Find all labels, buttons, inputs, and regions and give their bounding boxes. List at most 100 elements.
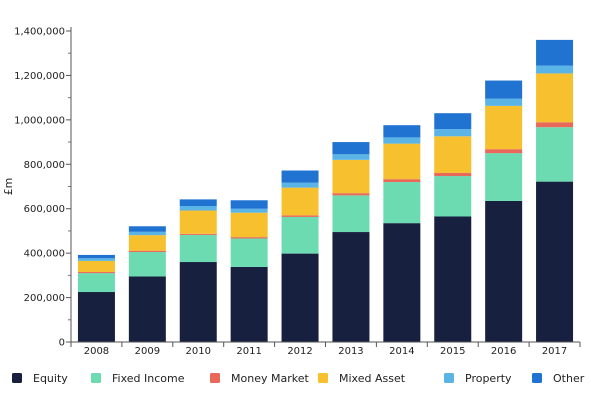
y-axis: 0 200,000 400,000 600,000 800,000 1,000,000 1,… [14, 27, 72, 349]
bar-segment-property[interactable] [281, 182, 319, 188]
legend-label: Mixed Asset [339, 372, 406, 385]
bar-segment-mixed-asset[interactable] [536, 73, 574, 123]
bar-segment-property[interactable] [77, 258, 115, 261]
bar-segment-mixed-asset[interactable] [128, 235, 166, 251]
bar-segment-fixed-income[interactable] [179, 234, 217, 263]
bar-segment-fixed-income[interactable] [485, 153, 523, 201]
bar-segment-fixed-income[interactable] [128, 252, 166, 277]
x-tick-label: 2011 [236, 346, 261, 357]
bar-segment-money-market[interactable] [230, 237, 268, 239]
bar-segment-other[interactable] [230, 200, 268, 209]
legend-item-money-market[interactable]: Money Market [210, 372, 309, 385]
bar-segment-property[interactable] [332, 154, 370, 160]
bar-segment-money-market[interactable] [128, 250, 166, 253]
x-tick-label: 2012 [287, 346, 312, 357]
legend-label: Property [465, 372, 512, 385]
bar-segment-property[interactable] [434, 129, 472, 137]
x-tick-label: 2015 [440, 346, 465, 357]
bar-segment-money-market[interactable] [179, 233, 217, 235]
bar-segment-fixed-income[interactable] [77, 273, 115, 293]
bar-segment-fixed-income[interactable] [281, 216, 319, 254]
bar-segment-money-market[interactable] [383, 179, 421, 183]
legend-swatch [91, 373, 101, 383]
bar-segment-equity[interactable] [128, 276, 166, 342]
bar-segment-other[interactable] [128, 226, 166, 232]
legend-item-fixed-income[interactable]: Fixed Income [91, 372, 185, 385]
bar-segment-mixed-asset[interactable] [179, 210, 217, 234]
y-tick-label: 1,000,000 [14, 115, 65, 126]
bar-segment-equity[interactable] [383, 223, 421, 342]
legend-swatch [532, 373, 542, 383]
bar-segment-mixed-asset[interactable] [77, 260, 115, 273]
y-tick-label: 0 [59, 338, 65, 349]
bar-segment-property[interactable] [128, 231, 166, 236]
legend-label: Equity [33, 372, 68, 385]
legend-swatch [210, 373, 220, 383]
legend-label: Fixed Income [112, 372, 185, 385]
bar-segment-money-market[interactable] [332, 193, 370, 196]
y-tick-label: 600,000 [24, 204, 65, 215]
bar-segment-money-market[interactable] [281, 215, 319, 217]
y-tick-label: 200,000 [24, 293, 65, 304]
bar-segment-property[interactable] [485, 98, 523, 106]
bar-segment-other[interactable] [536, 39, 574, 66]
legend-item-equity[interactable]: Equity [12, 372, 68, 385]
bar-segment-fixed-income[interactable] [230, 238, 268, 267]
bar-segment-mixed-asset[interactable] [230, 212, 268, 238]
bar-segment-mixed-asset[interactable] [434, 136, 472, 173]
bar-segment-other[interactable] [332, 142, 370, 155]
legend-swatch [318, 373, 328, 383]
x-tick-label: 2016 [491, 346, 516, 357]
bar-segment-fixed-income[interactable] [332, 195, 370, 233]
bar-segment-property[interactable] [179, 206, 217, 211]
x-axis: 2008 2009 2010 2011 2012 2013 2014 2015 2016 2017 [70, 341, 581, 357]
legend-label: Other [553, 372, 585, 385]
x-tick-label: 2010 [186, 346, 211, 357]
legend-item-mixed-asset[interactable]: Mixed Asset [318, 372, 406, 385]
x-tick-label: 2014 [389, 346, 414, 357]
bar-segment-property[interactable] [230, 208, 268, 213]
bar-segment-equity[interactable] [332, 232, 370, 342]
bar-segment-mixed-asset[interactable] [485, 105, 523, 150]
bar-segment-other[interactable] [485, 80, 523, 99]
x-tick-label: 2013 [338, 346, 363, 357]
legend-item-property[interactable]: Property [444, 372, 512, 385]
x-tick-label: 2008 [84, 346, 109, 357]
bar-segment-money-market[interactable] [536, 122, 574, 128]
bar-segment-property[interactable] [383, 137, 421, 144]
legend-swatch [12, 373, 22, 383]
bar-segment-other[interactable] [434, 113, 472, 130]
x-tick-label: 2017 [542, 346, 567, 357]
bar-segment-equity[interactable] [77, 292, 115, 342]
bar-segment-money-market[interactable] [485, 149, 523, 154]
legend-swatch [444, 373, 454, 383]
bar-segment-money-market[interactable] [434, 172, 472, 177]
bar-segment-fixed-income[interactable] [434, 176, 472, 217]
bars-group [77, 39, 574, 342]
bar-segment-fixed-income[interactable] [383, 182, 421, 224]
bar-segment-equity[interactable] [179, 262, 217, 342]
y-axis-title: £m [2, 178, 15, 196]
bar-segment-equity[interactable] [485, 200, 523, 342]
bar-segment-mixed-asset[interactable] [332, 159, 370, 194]
bar-segment-property[interactable] [536, 65, 574, 74]
bar-segment-fixed-income[interactable] [536, 127, 574, 182]
bar-segment-equity[interactable] [230, 266, 268, 342]
bar-segment-mixed-asset[interactable] [383, 143, 421, 180]
x-tick-label: 2009 [135, 346, 160, 357]
y-tick-label: 400,000 [24, 249, 65, 260]
legend-item-other[interactable]: Other [532, 372, 585, 385]
bar-segment-other[interactable] [179, 199, 217, 207]
bar-segment-money-market[interactable] [77, 272, 115, 274]
bar-segment-other[interactable] [383, 125, 421, 138]
bar-segment-equity[interactable] [536, 181, 574, 342]
bar-segment-equity[interactable] [281, 253, 319, 342]
bar-segment-mixed-asset[interactable] [281, 187, 319, 216]
bar-segment-other[interactable] [281, 170, 319, 183]
bar-segment-other[interactable] [77, 254, 115, 259]
y-tick-label: 1,200,000 [14, 71, 65, 82]
y-tick-label: 800,000 [24, 160, 65, 171]
bar-segment-equity[interactable] [434, 216, 472, 342]
